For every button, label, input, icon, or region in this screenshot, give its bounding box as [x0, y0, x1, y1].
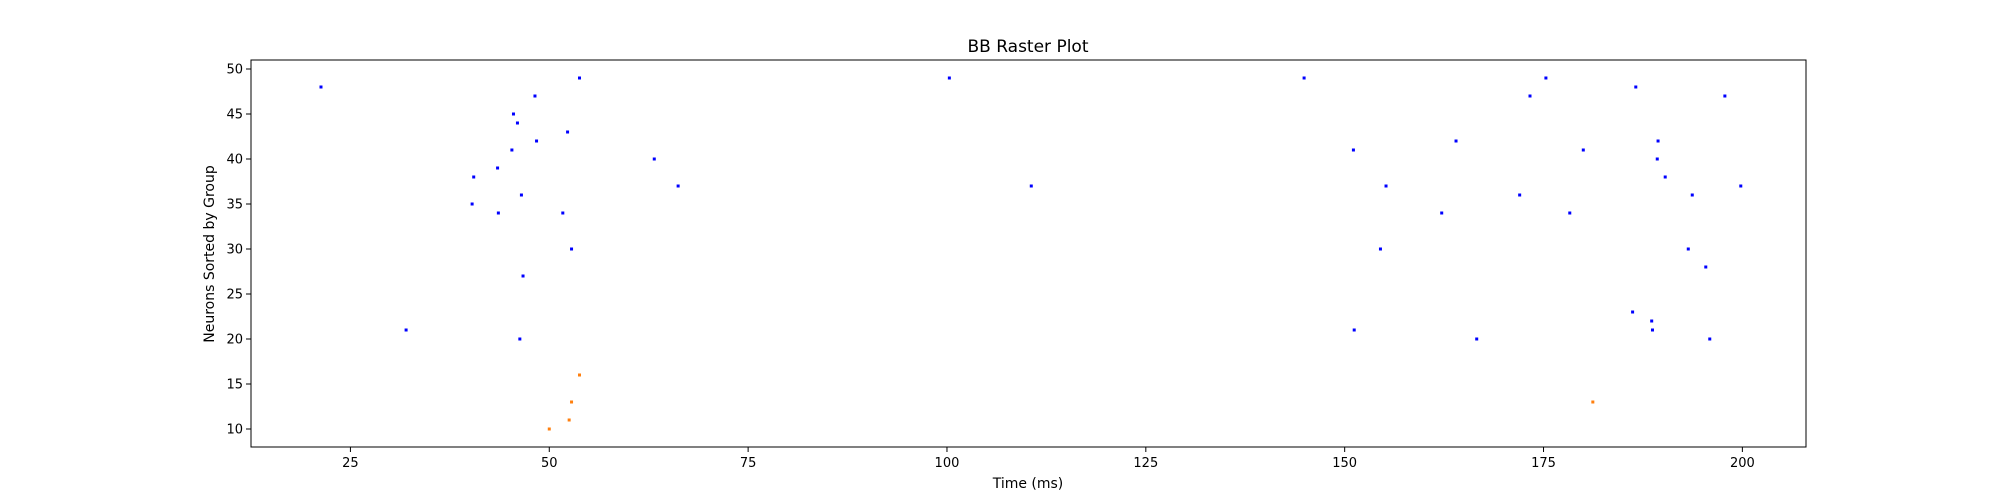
spike-point [547, 427, 551, 431]
spike-point [578, 373, 581, 377]
spike-point [676, 184, 680, 188]
spike-point [1690, 193, 1694, 197]
x-tick-label: 100 [935, 456, 960, 471]
chart-title: BB Raster Plot [967, 37, 1088, 57]
spike-point [496, 166, 500, 170]
spike-point [1650, 319, 1654, 323]
spike-point [472, 175, 476, 179]
spike-point [561, 211, 565, 215]
spike-point [652, 157, 656, 161]
spike-point [1708, 337, 1712, 341]
spike-point [1528, 94, 1532, 98]
spike-point [947, 76, 951, 80]
spike-point [535, 139, 539, 143]
y-tick-label: 45 [226, 108, 243, 123]
spike-point [1352, 328, 1356, 332]
spike-point [1475, 337, 1479, 341]
spike-point [1544, 76, 1548, 80]
y-tick-label: 20 [226, 333, 243, 348]
x-tick-label: 175 [1531, 456, 1556, 471]
x-axis-label: Time (ms) [992, 476, 1064, 492]
spike-point [518, 337, 522, 341]
spike-point [510, 148, 514, 152]
spike-point [1591, 400, 1595, 404]
spike-point [1739, 184, 1743, 188]
spike-point [1655, 157, 1659, 161]
spike-point [1029, 184, 1033, 188]
spike-point [319, 85, 323, 89]
y-tick-label: 35 [226, 198, 243, 213]
x-tick-label: 125 [1133, 456, 1158, 471]
y-axis-label: Neurons Sorted by Group [202, 165, 218, 343]
x-tick-label: 75 [740, 456, 757, 471]
spike-point [521, 274, 525, 278]
spike-point [533, 94, 537, 98]
spike-point [578, 76, 581, 80]
spike-point [1581, 148, 1585, 152]
spike-point [1518, 193, 1522, 197]
x-tick-label: 150 [1332, 456, 1357, 471]
spike-point [1650, 328, 1654, 332]
spike-point [1631, 310, 1635, 314]
spike-point [470, 202, 474, 206]
spike-point [567, 418, 571, 422]
spike-point [404, 328, 408, 332]
spike-point [511, 112, 515, 116]
spike-point [1723, 94, 1727, 98]
spike-point [1384, 184, 1388, 188]
spike-point [1378, 247, 1382, 251]
spike-point [496, 211, 500, 215]
spike-point [1454, 139, 1458, 143]
spike-point [566, 130, 570, 134]
y-tick-label: 25 [226, 288, 243, 303]
spike-point [570, 247, 574, 251]
y-tick-label: 50 [226, 63, 243, 78]
spike-point [515, 121, 519, 125]
plot-frame [250, 59, 1807, 448]
x-tick-label: 50 [541, 456, 558, 471]
spike-point [1686, 247, 1690, 251]
spike-point [570, 400, 574, 404]
spike-point [1440, 211, 1444, 215]
spike-point [1704, 265, 1708, 269]
spike-point [1302, 76, 1306, 80]
spike-point [1568, 211, 1572, 215]
y-tick-label: 40 [226, 153, 243, 168]
spike-point [1663, 175, 1667, 179]
y-tick-label: 10 [226, 423, 243, 438]
spike-point [1656, 139, 1660, 143]
spike-point [1351, 148, 1355, 152]
spike-point [519, 193, 523, 197]
y-tick-label: 15 [226, 378, 243, 393]
x-tick-label: 200 [1730, 456, 1755, 471]
plot-area: 25 50 75 100 125 150 175 200 10 15 20 25 30 35 40 45 50 [226, 59, 1807, 471]
spike-point [1634, 85, 1638, 89]
y-tick-label: 30 [226, 243, 243, 258]
x-tick-label: 25 [342, 456, 359, 471]
